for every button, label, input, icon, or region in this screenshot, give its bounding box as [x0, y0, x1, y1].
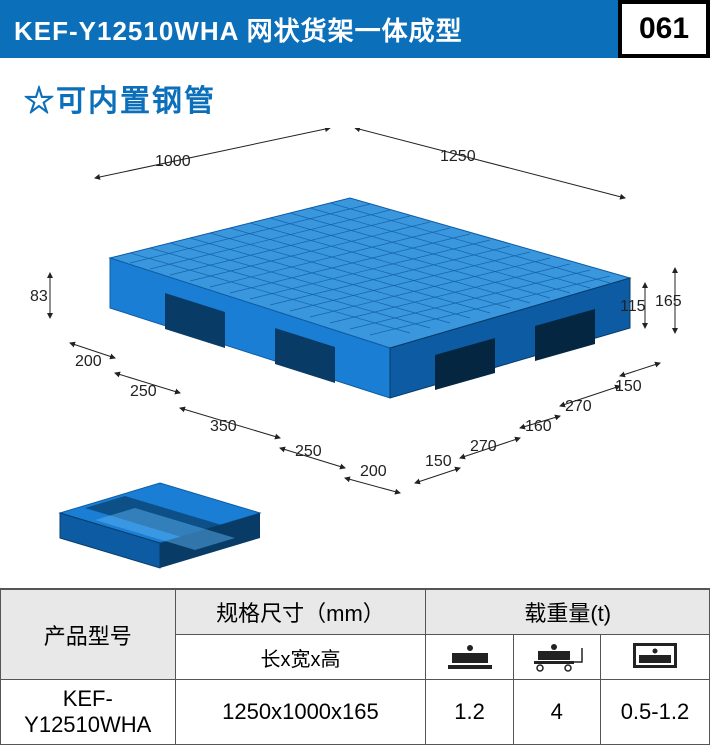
cell-spec: 1250x1000x165 [175, 680, 426, 745]
dim-s2: 160 [525, 418, 552, 436]
th-model: 产品型号 [1, 589, 176, 680]
load-icon-rack [600, 635, 709, 680]
load-icon-static [426, 635, 513, 680]
th-spec-sub: 长x宽x高 [175, 635, 426, 680]
pallet-small-svg [50, 478, 270, 578]
load-icon-dynamic [513, 635, 600, 680]
subtitle: ☆可内置钢管 [0, 58, 710, 128]
dim-165: 165 [655, 293, 682, 311]
dim-f0: 200 [75, 353, 102, 371]
header-title: KEF-Y12510WHA 网状货架一体成型 [0, 0, 618, 58]
cell-load-rack: 0.5-1.2 [600, 680, 709, 745]
dim-f3: 250 [295, 443, 322, 461]
cell-model: KEF-Y12510WHA [1, 680, 176, 745]
table-row: KEF-Y12510WHA 1250x1000x165 1.2 4 0.5-1.… [1, 680, 710, 745]
dim-115: 115 [620, 298, 646, 316]
dim-s0: 150 [425, 453, 452, 471]
cell-load-dynamic: 4 [513, 680, 600, 745]
dim-f2: 350 [210, 418, 237, 436]
dim-1000: 1000 [155, 153, 191, 171]
dim-f1: 250 [130, 383, 157, 401]
th-spec: 规格尺寸（mm） [175, 589, 426, 635]
spec-table: 产品型号 规格尺寸（mm） 载重量(t) 长x宽x高 KEF-Y12510WHA… [0, 588, 710, 745]
dim-s4: 150 [615, 378, 642, 396]
dim-1250: 1250 [440, 148, 476, 166]
dim-f4: 200 [360, 463, 387, 481]
cell-load-static: 1.2 [426, 680, 513, 745]
pallet-main-svg [70, 188, 640, 468]
product-diagram: 1000 1250 83 115 165 200 250 350 250 200… [0, 128, 710, 588]
dim-83: 83 [30, 288, 48, 306]
page-number: 061 [618, 0, 710, 58]
dim-s3: 270 [565, 398, 592, 416]
th-load: 载重量(t) [426, 589, 710, 635]
dim-s1: 270 [470, 438, 497, 456]
